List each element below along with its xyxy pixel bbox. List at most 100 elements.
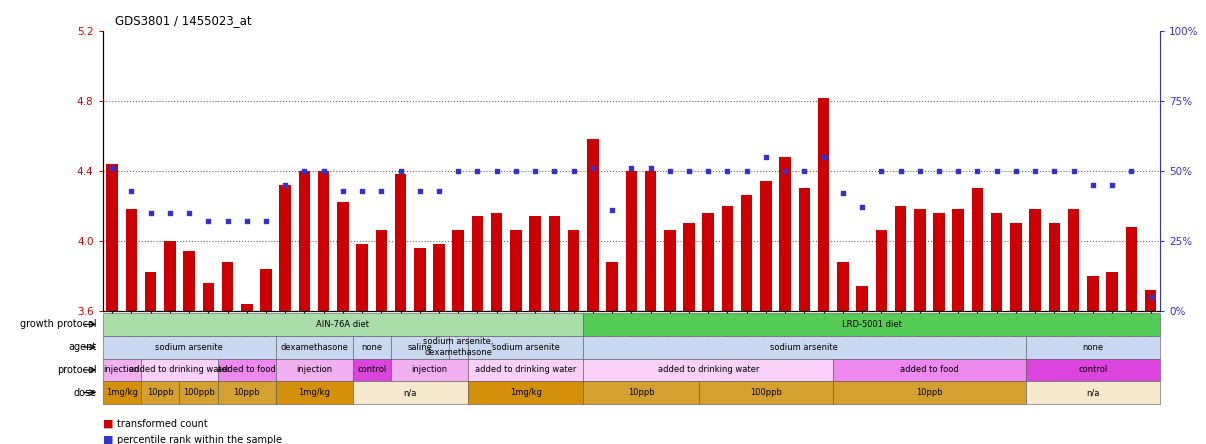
Text: protocol: protocol (57, 365, 96, 375)
Text: n/a: n/a (1087, 388, 1100, 397)
Text: 1mg/kg: 1mg/kg (510, 388, 541, 397)
Point (1083, 181, 1102, 188)
Text: added to food: added to food (900, 365, 959, 374)
Bar (549, 216, 561, 311)
Point (930, 167, 949, 174)
Text: sodium arsenite,
dexamethasone: sodium arsenite, dexamethasone (423, 337, 493, 357)
Bar (1087, 276, 1099, 311)
Point (141, 209, 160, 216)
Text: saline: saline (408, 343, 432, 352)
Text: added to drinking water: added to drinking water (657, 365, 759, 374)
Bar (991, 213, 1002, 311)
Point (1141, 293, 1160, 300)
Bar (779, 157, 791, 311)
Bar (491, 213, 503, 311)
Point (1102, 181, 1122, 188)
Point (698, 167, 718, 174)
Bar (665, 230, 675, 311)
Bar (183, 251, 195, 311)
Text: percentile rank within the sample: percentile rank within the sample (117, 435, 282, 444)
Bar (241, 304, 252, 311)
Point (853, 204, 872, 211)
Bar (203, 283, 213, 311)
Point (795, 167, 814, 174)
Point (410, 187, 429, 194)
Text: 1mg/kg: 1mg/kg (298, 388, 330, 397)
Text: injection: injection (295, 365, 332, 374)
Text: dose: dose (74, 388, 96, 398)
Bar (280, 185, 291, 311)
Text: injection: injection (411, 365, 447, 374)
Point (487, 167, 507, 174)
Bar (414, 248, 426, 311)
Bar (433, 244, 445, 311)
Bar (1067, 210, 1079, 311)
Point (718, 167, 737, 174)
Point (1064, 167, 1083, 174)
Point (122, 187, 141, 194)
Text: added to drinking water: added to drinking water (129, 365, 230, 374)
Text: injection: injection (104, 365, 140, 374)
Bar (1144, 290, 1157, 311)
Text: agent: agent (69, 342, 96, 352)
Text: ■: ■ (103, 435, 113, 444)
Point (584, 165, 603, 172)
Point (911, 167, 930, 174)
Bar (626, 171, 637, 311)
Point (468, 167, 487, 174)
Point (622, 165, 642, 172)
Text: 1mg/kg: 1mg/kg (106, 388, 137, 397)
Point (1006, 167, 1025, 174)
Bar (607, 262, 617, 311)
Point (333, 187, 352, 194)
Point (872, 167, 891, 174)
Point (507, 167, 526, 174)
Point (238, 218, 257, 225)
Text: transformed count: transformed count (117, 419, 207, 429)
Point (103, 165, 122, 172)
Bar (1049, 223, 1060, 311)
Point (949, 167, 968, 174)
Text: 10ppb: 10ppb (917, 388, 943, 397)
Text: growth protocol: growth protocol (19, 319, 96, 329)
Point (371, 187, 391, 194)
Bar (338, 202, 349, 311)
Text: none: none (361, 343, 382, 352)
Point (987, 167, 1006, 174)
Text: 100ppb: 100ppb (183, 388, 215, 397)
Bar (914, 210, 925, 311)
Bar (222, 262, 233, 311)
Text: AIN-76A diet: AIN-76A diet (316, 320, 369, 329)
Bar (837, 262, 849, 311)
Point (968, 167, 988, 174)
Point (756, 153, 775, 160)
Point (391, 167, 410, 174)
Point (545, 167, 564, 174)
Bar (684, 223, 695, 311)
Text: sodium arsenite: sodium arsenite (771, 343, 838, 352)
Bar (1030, 210, 1041, 311)
Point (257, 218, 276, 225)
Point (199, 218, 218, 225)
Point (833, 190, 853, 197)
Bar (876, 230, 888, 311)
Bar (933, 213, 944, 311)
Bar (1125, 227, 1137, 311)
Text: n/a: n/a (404, 388, 417, 397)
Bar (472, 216, 484, 311)
Point (275, 181, 294, 188)
Text: GDS3801 / 1455023_at: GDS3801 / 1455023_at (115, 14, 251, 27)
Point (314, 167, 333, 174)
Text: control: control (357, 365, 386, 374)
Point (218, 218, 238, 225)
Bar (740, 195, 753, 311)
Bar (260, 269, 271, 311)
Bar (394, 174, 406, 311)
Bar (356, 244, 368, 311)
Text: 10ppb: 10ppb (627, 388, 655, 397)
Point (526, 167, 545, 174)
Text: 10ppb: 10ppb (147, 388, 174, 397)
Bar (587, 139, 598, 311)
Bar (164, 241, 176, 311)
Point (429, 187, 449, 194)
